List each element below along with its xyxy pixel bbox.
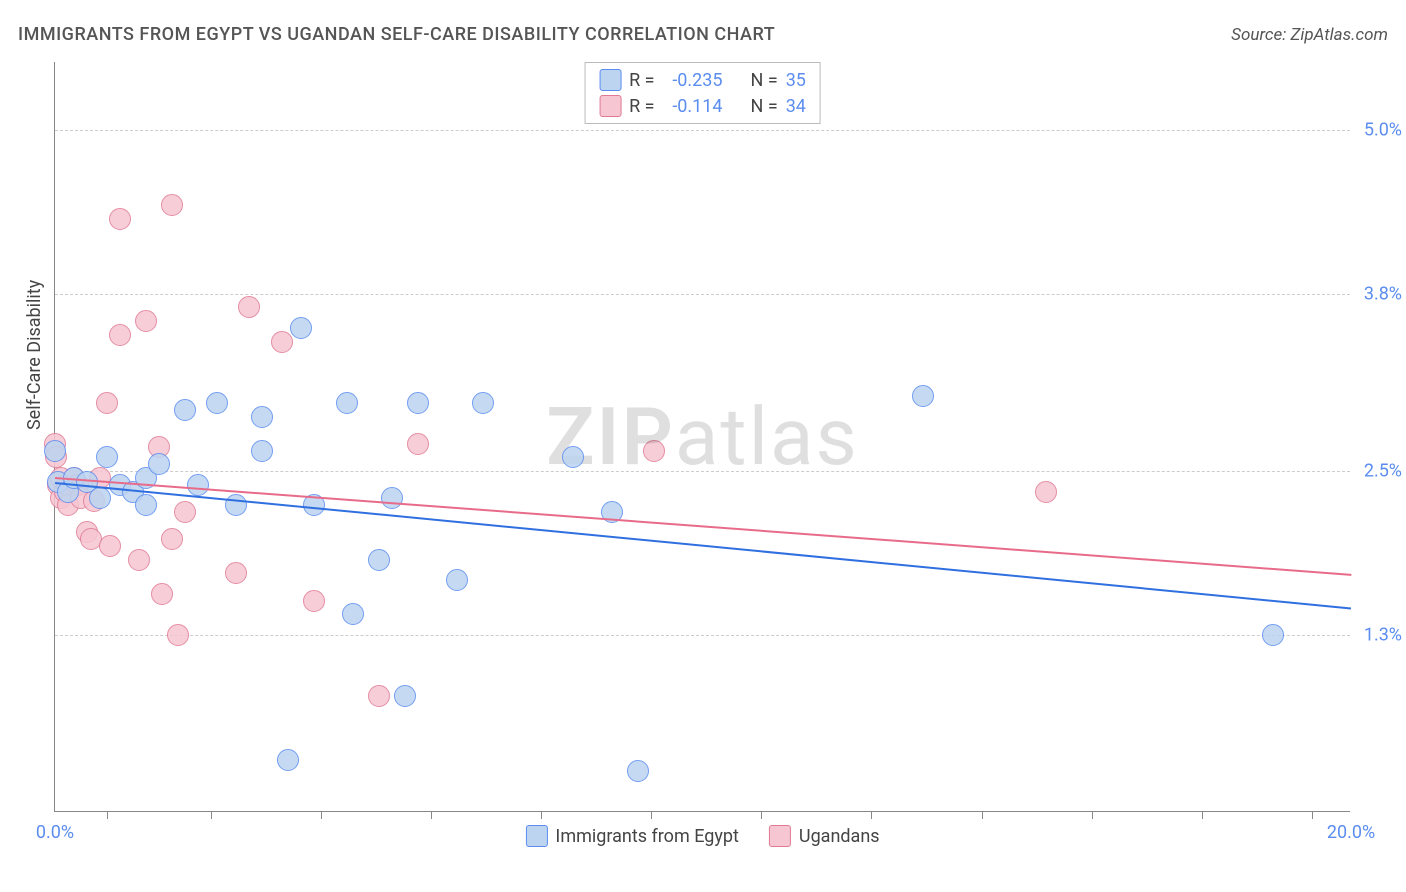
scatter-point — [303, 590, 325, 612]
scatter-point — [99, 535, 121, 557]
trend-line — [55, 477, 1351, 576]
scatter-point — [167, 624, 189, 646]
legend-series-item: Immigrants from Egypt — [525, 825, 738, 847]
source-label: Source: ZipAtlas.com — [1231, 25, 1388, 45]
scatter-point — [446, 569, 468, 591]
x-tick — [1202, 811, 1203, 819]
legend-swatch — [599, 95, 621, 117]
gridline — [55, 471, 1350, 472]
legend-stat-row: R = -0.235 N = 35 — [599, 67, 806, 93]
x-tick — [651, 811, 652, 819]
gridline — [55, 130, 1350, 131]
legend-stats-box: R = -0.235 N = 35 R = -0.114 N = 34 — [584, 62, 821, 124]
scatter-point — [151, 583, 173, 605]
scatter-point — [562, 446, 584, 468]
scatter-point — [206, 392, 228, 414]
x-tick — [541, 811, 542, 819]
scatter-point — [89, 487, 111, 509]
y-tick-label: 1.3% — [1364, 624, 1402, 645]
scatter-point — [277, 749, 299, 771]
scatter-point — [627, 760, 649, 782]
stat-n-label: N = — [751, 96, 778, 117]
scatter-point — [174, 501, 196, 523]
x-tick — [211, 811, 212, 819]
scatter-point — [407, 392, 429, 414]
scatter-point — [161, 528, 183, 550]
scatter-point — [148, 453, 170, 475]
legend-swatch — [769, 825, 791, 847]
scatter-point — [472, 392, 494, 414]
legend-series-item: Ugandans — [769, 825, 880, 847]
y-tick-label: 5.0% — [1364, 120, 1402, 141]
scatter-point — [128, 549, 150, 571]
scatter-point — [394, 685, 416, 707]
x-tick — [982, 811, 983, 819]
x-tick — [871, 811, 872, 819]
stat-n-value: 34 — [786, 96, 806, 117]
legend-swatch — [599, 69, 621, 91]
scatter-point — [174, 399, 196, 421]
stat-r-label: R = — [629, 96, 654, 117]
legend-series: Immigrants from Egypt Ugandans — [525, 825, 879, 847]
scatter-point — [135, 310, 157, 332]
scatter-point — [109, 208, 131, 230]
stat-r-value: -0.235 — [663, 70, 723, 91]
x-tick — [321, 811, 322, 819]
scatter-point — [44, 440, 66, 462]
y-tick-label: 2.5% — [1364, 461, 1402, 482]
scatter-point — [225, 494, 247, 516]
scatter-point — [225, 562, 247, 584]
scatter-point — [251, 440, 273, 462]
scatter-point — [251, 406, 273, 428]
stat-r-label: R = — [629, 70, 654, 91]
x-tick — [1312, 811, 1313, 819]
x-tick — [761, 811, 762, 819]
legend-swatch — [525, 825, 547, 847]
stat-n-label: N = — [751, 70, 778, 91]
scatter-point — [238, 296, 260, 318]
stat-n-value: 35 — [786, 70, 806, 91]
scatter-point — [368, 685, 390, 707]
chart-plot-area: ZIPatlas R =-0.235N =35R =-0.114N =34 Im… — [54, 62, 1350, 812]
scatter-point — [1035, 481, 1057, 503]
scatter-point — [187, 474, 209, 496]
scatter-point — [271, 331, 293, 353]
scatter-point — [1262, 624, 1284, 646]
stat-r-value: -0.114 — [663, 96, 723, 117]
scatter-point — [912, 385, 934, 407]
scatter-point — [336, 392, 358, 414]
scatter-point — [161, 194, 183, 216]
scatter-point — [96, 446, 118, 468]
scatter-point — [109, 324, 131, 346]
trend-line — [55, 482, 1351, 609]
scatter-point — [643, 440, 665, 462]
scatter-point — [381, 487, 403, 509]
y-tick-label: 3.8% — [1364, 283, 1402, 304]
x-tick — [107, 811, 108, 819]
scatter-point — [96, 392, 118, 414]
watermark: ZIPatlas — [546, 390, 859, 484]
scatter-point — [407, 433, 429, 455]
scatter-point — [368, 549, 390, 571]
x-tick-label: 0.0% — [36, 822, 74, 843]
scatter-point — [342, 603, 364, 625]
x-tick — [431, 811, 432, 819]
gridline — [55, 635, 1350, 636]
gridline — [55, 294, 1350, 295]
scatter-point — [290, 317, 312, 339]
legend-series-label: Ugandans — [799, 826, 880, 847]
x-tick — [1092, 811, 1093, 819]
y-axis-title: Self-Care Disability — [24, 280, 45, 430]
chart-title: IMMIGRANTS FROM EGYPT VS UGANDAN SELF-CA… — [18, 24, 775, 45]
scatter-point — [135, 494, 157, 516]
legend-stat-row: R = -0.114 N = 34 — [599, 93, 806, 119]
x-tick-label: 20.0% — [1327, 822, 1375, 843]
legend-series-label: Immigrants from Egypt — [555, 826, 738, 847]
